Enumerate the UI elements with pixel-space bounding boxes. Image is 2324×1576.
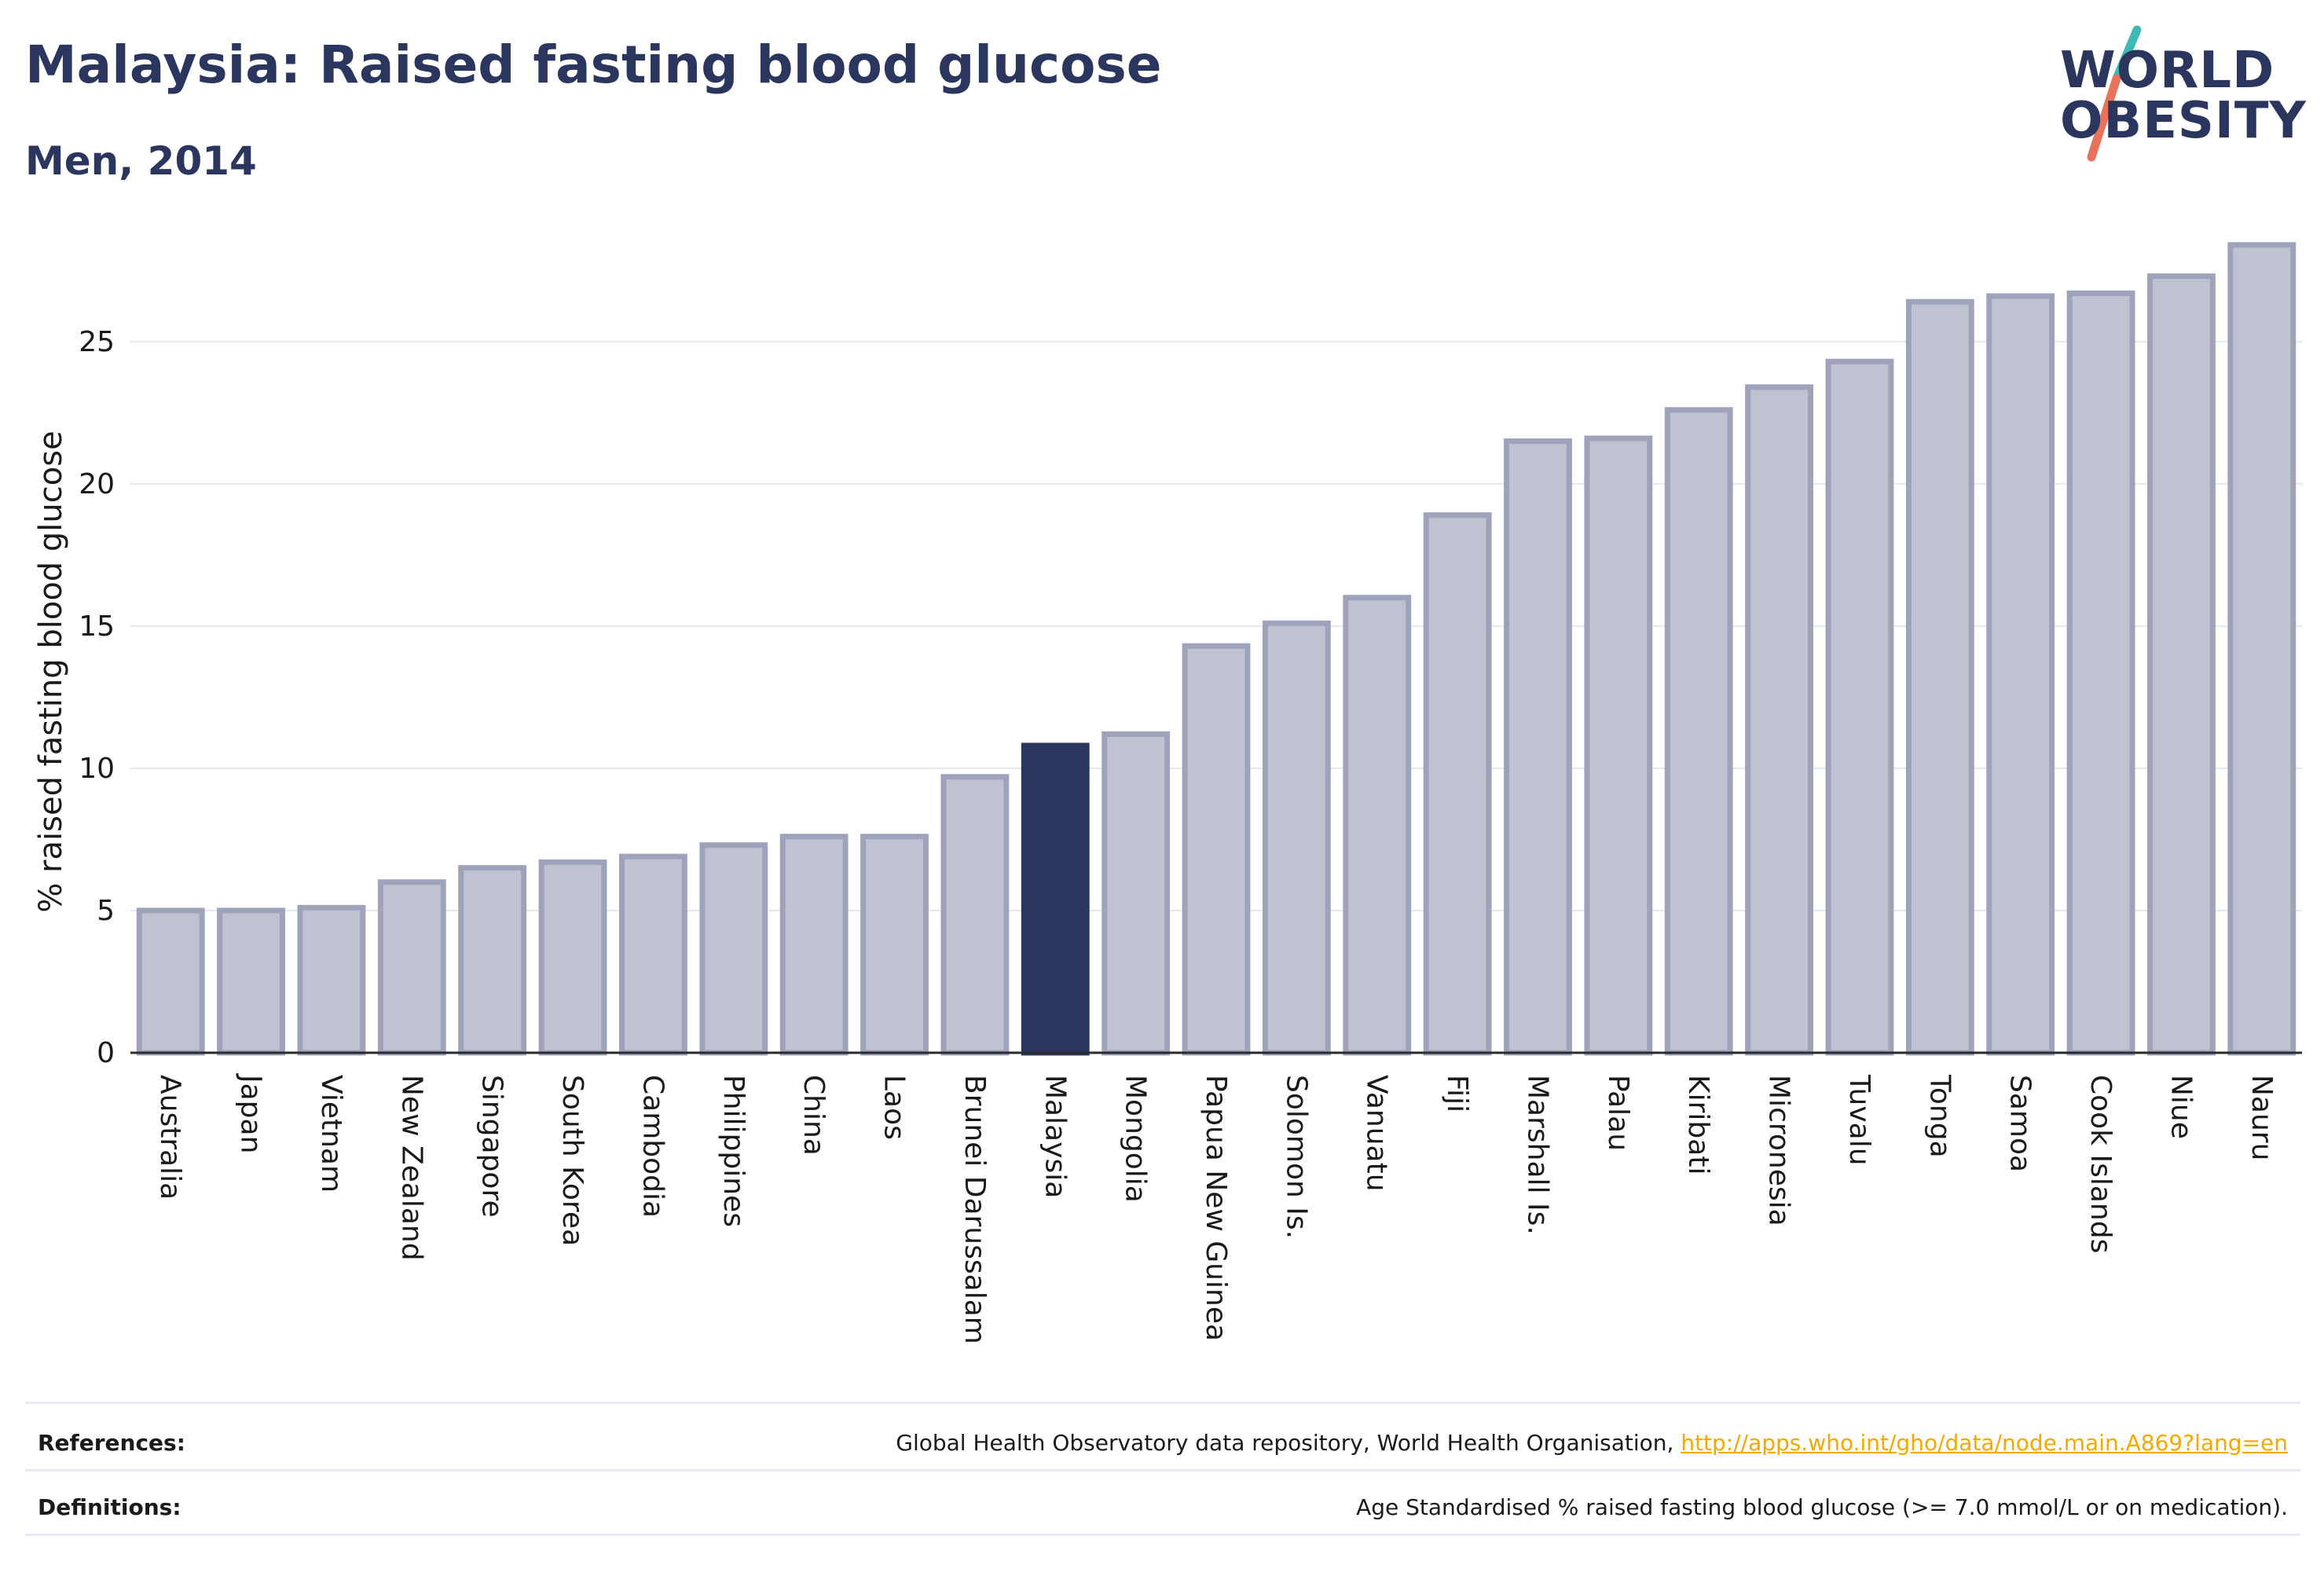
x-tick-label: South Korea	[556, 1075, 588, 1246]
bar	[699, 842, 768, 1056]
bar	[297, 904, 366, 1056]
bar-chart: 0 5 10 15 20 25 Australia Japan Vietnam New Zeala…	[33, 242, 2302, 1344]
x-tick-label: Vietnam	[315, 1075, 347, 1193]
references-text: Global Health Observatory data repositor…	[896, 1429, 1681, 1456]
bar	[458, 865, 527, 1056]
bar	[1343, 595, 1412, 1056]
y-tick-label: 10	[79, 753, 115, 785]
bar	[1584, 435, 1653, 1056]
bar-highlighted	[1021, 742, 1090, 1056]
references-value: Global Health Observatory data repositor…	[896, 1430, 2288, 1456]
world-obesity-logo: WORLD OBESITY	[2043, 24, 2310, 165]
footer-divider-top	[25, 1402, 2300, 1404]
bar	[940, 774, 1010, 1056]
x-tick-label: Niue	[2165, 1075, 2197, 1139]
bar	[2066, 290, 2135, 1056]
references-link[interactable]: http://apps.who.int/gho/data/node.main.A…	[1681, 1429, 2288, 1456]
bar	[1262, 620, 1331, 1056]
footer-divider-bottom	[25, 1534, 2300, 1536]
x-tick-label: Palau	[1602, 1075, 1634, 1151]
x-tick-label: Mongolia	[1120, 1075, 1152, 1203]
bar	[377, 879, 446, 1056]
x-tick-label: Papua New Guinea	[1200, 1075, 1232, 1341]
definitions-text: Age Standardised % raised fasting blood …	[1356, 1494, 2288, 1520]
bar	[1825, 358, 1894, 1056]
chart-subtitle: Men, 2014	[25, 138, 257, 184]
x-tick-label: China	[797, 1075, 830, 1156]
bars	[136, 242, 2297, 1056]
bar	[860, 834, 929, 1056]
y-axis-title: % raised fasting blood glucose	[33, 431, 69, 912]
references-label: References:	[38, 1429, 185, 1456]
bar	[1102, 731, 1171, 1056]
bar	[1664, 407, 1733, 1056]
y-tick-label: 15	[79, 610, 115, 643]
x-tick-label: Marshall Is.	[1521, 1075, 1553, 1235]
bar	[2147, 273, 2216, 1056]
x-tick-label: Australia	[154, 1075, 186, 1200]
x-tick-label: Laos	[878, 1075, 911, 1140]
y-tick-label: 5	[97, 895, 115, 927]
bar	[1986, 293, 2055, 1056]
x-tick-label: Cambodia	[636, 1075, 669, 1218]
bar	[538, 859, 607, 1056]
bar	[618, 853, 687, 1056]
references-row: References: Global Health Observatory da…	[38, 1419, 2288, 1466]
logo-word-obesity: OBESITY	[2060, 92, 2307, 150]
y-tick-label: 25	[79, 326, 115, 358]
bar	[136, 907, 205, 1056]
x-tick-label: Solomon Is.	[1280, 1075, 1312, 1239]
x-tick-label: New Zealand	[395, 1075, 427, 1261]
x-tick-label: Fiji	[1441, 1075, 1473, 1112]
x-tick-label: Singapore	[476, 1075, 508, 1218]
x-tick-label: Micronesia	[1763, 1075, 1795, 1226]
logo-word-world: WORLD	[2060, 42, 2275, 100]
x-tick-label: Brunei Darussalam	[959, 1075, 991, 1344]
x-tick-label: Cook Islands	[2084, 1075, 2117, 1253]
x-tick-label: Vanuatu	[1361, 1075, 1393, 1192]
definitions-label: Definitions:	[38, 1494, 181, 1520]
y-tick-label: 0	[97, 1037, 115, 1069]
bar	[2227, 242, 2297, 1056]
bar	[1745, 384, 1814, 1056]
bar	[217, 907, 285, 1056]
x-tick-label: Nauru	[2245, 1075, 2278, 1160]
footer-divider-middle	[25, 1469, 2300, 1472]
bar	[1905, 299, 1974, 1056]
chart-title: Malaysia: Raised fasting blood glucose	[25, 35, 1162, 95]
axes: 0 5 10 15 20 25 Australia Japan Vietnam New Zeala…	[79, 326, 2302, 1344]
x-tick-label: Tuvalu	[1843, 1074, 1875, 1166]
x-tick-label: Kiribati	[1682, 1075, 1714, 1175]
x-tick-label: Tonga	[1923, 1074, 1956, 1158]
x-tick-label: Philippines	[717, 1075, 750, 1227]
logo-slash-icon	[2087, 25, 2142, 162]
bar	[1504, 438, 1572, 1056]
bar	[1182, 643, 1251, 1056]
bar	[779, 834, 849, 1056]
bar	[1423, 512, 1492, 1056]
y-tick-label: 20	[79, 468, 115, 500]
definitions-row: Definitions: Age Standardised % raised f…	[38, 1483, 2288, 1530]
x-tick-label: Japan	[235, 1073, 267, 1153]
x-tick-label: Samoa	[2004, 1075, 2036, 1172]
x-tick-label: Malaysia	[1039, 1075, 1071, 1198]
